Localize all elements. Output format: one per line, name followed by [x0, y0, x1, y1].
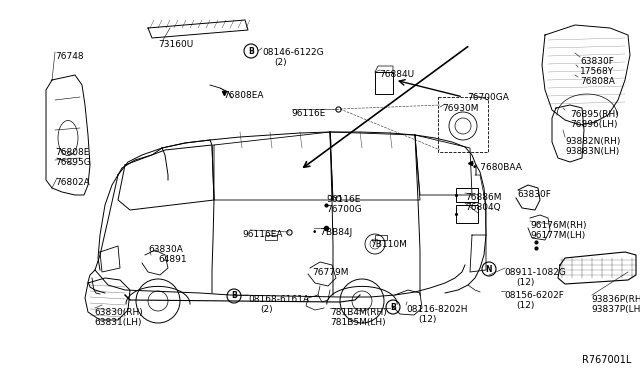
Text: 96177M(LH): 96177M(LH) — [530, 231, 585, 240]
Text: 08911-1082G: 08911-1082G — [504, 268, 566, 277]
Text: 76779M: 76779M — [312, 268, 349, 277]
Text: (12): (12) — [516, 301, 534, 310]
Text: 76884U: 76884U — [379, 70, 414, 79]
Text: 63830F: 63830F — [580, 57, 614, 66]
Text: 63830A: 63830A — [148, 245, 183, 254]
Text: 93836P(RH): 93836P(RH) — [591, 295, 640, 304]
Text: 93837P(LH): 93837P(LH) — [591, 305, 640, 314]
Text: 76802A: 76802A — [55, 178, 90, 187]
Text: 08146-6122G: 08146-6122G — [262, 48, 324, 57]
Text: 76895G: 76895G — [55, 158, 91, 167]
Text: B: B — [390, 302, 396, 311]
Text: 93882N(RH): 93882N(RH) — [565, 137, 620, 146]
Text: 96176M(RH): 96176M(RH) — [530, 221, 586, 230]
Text: B: B — [231, 292, 237, 301]
Bar — [456, 205, 478, 223]
Text: 76930M: 76930M — [442, 104, 479, 113]
Text: 17568Y: 17568Y — [580, 67, 614, 76]
Text: 781B5M(LH): 781B5M(LH) — [330, 318, 386, 327]
Text: 96116E: 96116E — [291, 109, 325, 118]
Text: (2): (2) — [274, 58, 287, 67]
Text: 64891: 64891 — [158, 255, 187, 264]
Text: 96116E: 96116E — [326, 195, 360, 204]
Bar — [375, 72, 393, 94]
Bar — [456, 188, 478, 202]
Text: 73160U: 73160U — [158, 40, 193, 49]
Text: 63831(LH): 63831(LH) — [94, 318, 141, 327]
Text: R767001L: R767001L — [582, 355, 632, 365]
Text: 76808E: 76808E — [55, 148, 90, 157]
Text: 76808A: 76808A — [580, 77, 615, 86]
Text: 08156-6202F: 08156-6202F — [504, 291, 564, 300]
Text: 781B4M(RH): 781B4M(RH) — [330, 308, 387, 317]
Text: 63830(RH): 63830(RH) — [94, 308, 143, 317]
Text: N: N — [486, 264, 492, 273]
Bar — [375, 235, 387, 240]
Bar — [265, 235, 277, 240]
Text: 08168-6161A: 08168-6161A — [248, 295, 309, 304]
Text: 76886M: 76886M — [465, 193, 502, 202]
Text: 96116EA: 96116EA — [242, 230, 282, 239]
Text: 76808EA: 76808EA — [223, 91, 264, 100]
Text: (12): (12) — [516, 278, 534, 287]
Text: 93883N(LH): 93883N(LH) — [565, 147, 620, 156]
Text: (12): (12) — [418, 315, 436, 324]
Text: (2): (2) — [260, 305, 273, 314]
Bar — [438, 97, 488, 152]
Text: 7B110M: 7B110M — [370, 240, 407, 249]
Text: 08116-8202H: 08116-8202H — [406, 305, 467, 314]
Text: • 7680BAA: • 7680BAA — [472, 163, 522, 172]
Text: 76804Q: 76804Q — [465, 203, 500, 212]
Text: 76700GA: 76700GA — [467, 93, 509, 102]
Text: 76896(LH): 76896(LH) — [570, 120, 618, 129]
Text: 76700G: 76700G — [326, 205, 362, 214]
Text: 76895(RH): 76895(RH) — [570, 110, 619, 119]
Text: • 7BB84J: • 7BB84J — [312, 228, 352, 237]
Text: B: B — [248, 46, 254, 55]
Text: 63830F: 63830F — [517, 190, 551, 199]
Text: 76748: 76748 — [55, 52, 84, 61]
